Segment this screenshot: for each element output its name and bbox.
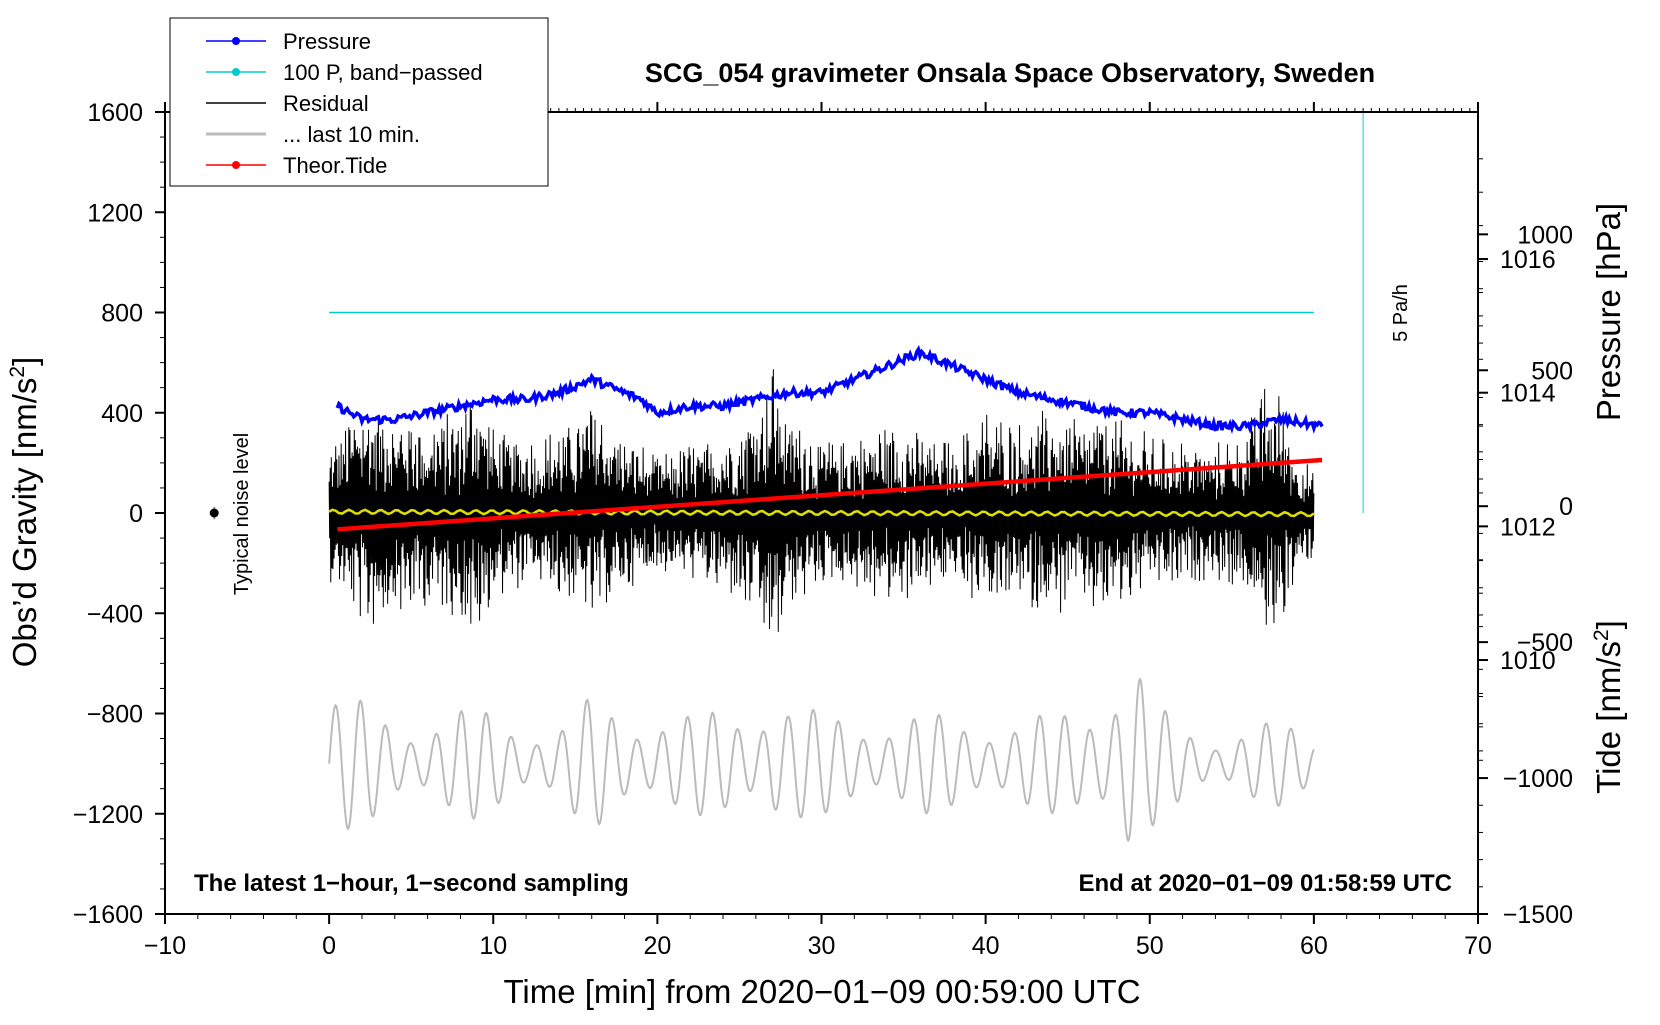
tide-tick-label: −500: [1517, 629, 1573, 657]
y-tick-label: 800: [101, 300, 143, 328]
pressure-tick-label: 1012: [1500, 513, 1556, 541]
pressure-tick-label: 1014: [1500, 380, 1556, 408]
legend-label: Residual: [283, 91, 369, 116]
x-tick-label: 40: [972, 932, 1000, 960]
tide-tick-label: 500: [1531, 357, 1573, 385]
x-tick-label: 60: [1300, 932, 1328, 960]
tide-series: [337, 457, 1323, 532]
legend-box: [169, 17, 549, 187]
pressure-tick-label: 1010: [1500, 647, 1556, 675]
x-tick-label: 0: [322, 932, 336, 960]
y-tick-label: 0: [129, 500, 143, 528]
y-tick-label: −1600: [73, 901, 143, 929]
y-axis-label: Obs’d Gravity [nm/s2]: [6, 357, 43, 668]
tide-tick-label: 0: [1559, 493, 1573, 521]
y-tick-label: 1200: [87, 199, 143, 227]
y-tick-label: 1600: [87, 99, 143, 127]
axes-layer: −10 0 10 20 30 40 50 60 70 −1600 −1200 −800 −400 0 400…: [73, 99, 1573, 960]
pressure-axis-label: Pressure [hPa]: [1590, 203, 1627, 421]
pressure-tick-label: 1016: [1500, 246, 1556, 274]
legend-marker: [232, 68, 240, 76]
chart-title: SCG_054 gravimeter Onsala Space Observat…: [645, 58, 1375, 88]
y-tick-label: 400: [101, 400, 143, 428]
legend-label: ... last 10 min.: [283, 122, 420, 147]
tide-tick-label: 1000: [1517, 221, 1573, 249]
legend-label: Theor.Tide: [283, 153, 387, 178]
rate-label: 5 Pa/h: [1390, 284, 1412, 342]
noise-level-label: Typical noise level: [231, 433, 253, 595]
legend: Pressure 100 P, band−passed Residual ... la…: [169, 17, 549, 187]
data-layer: [209, 112, 1364, 843]
legend-marker: [232, 161, 240, 169]
filtered-residual-series: [328, 508, 1315, 518]
x-axis-label: Time [min] from 2020−01−09 00:59:00 UTC: [503, 973, 1140, 1010]
residual-series: [328, 369, 1315, 632]
noise-marker: [209, 508, 219, 518]
x-tick-label: 30: [808, 932, 836, 960]
pressure-series: [335, 344, 1324, 435]
sampling-note: The latest 1−hour, 1−second sampling: [194, 870, 629, 897]
y-tick-label: −800: [87, 701, 143, 729]
x-tick-label: 70: [1464, 932, 1492, 960]
tide-tick-label: −1000: [1503, 765, 1573, 793]
y-tick-label: −1200: [73, 801, 143, 829]
legend-label: Pressure: [283, 29, 371, 54]
legend-label: 100 P, band−passed: [283, 60, 483, 85]
x-tick-label: 20: [643, 932, 671, 960]
end-time-note: End at 2020−01−09 01:58:59 UTC: [1078, 870, 1452, 897]
legend-marker: [232, 37, 240, 45]
y-tick-label: −400: [87, 600, 143, 628]
x-tick-label: 10: [479, 932, 507, 960]
tide-axis-label: Tide [nm/s2]: [1590, 620, 1627, 794]
x-tick-label: −10: [144, 932, 186, 960]
x-tick-label: 50: [1136, 932, 1164, 960]
tide-tick-label: −1500: [1503, 901, 1573, 929]
last-10-min-series: [328, 677, 1315, 843]
